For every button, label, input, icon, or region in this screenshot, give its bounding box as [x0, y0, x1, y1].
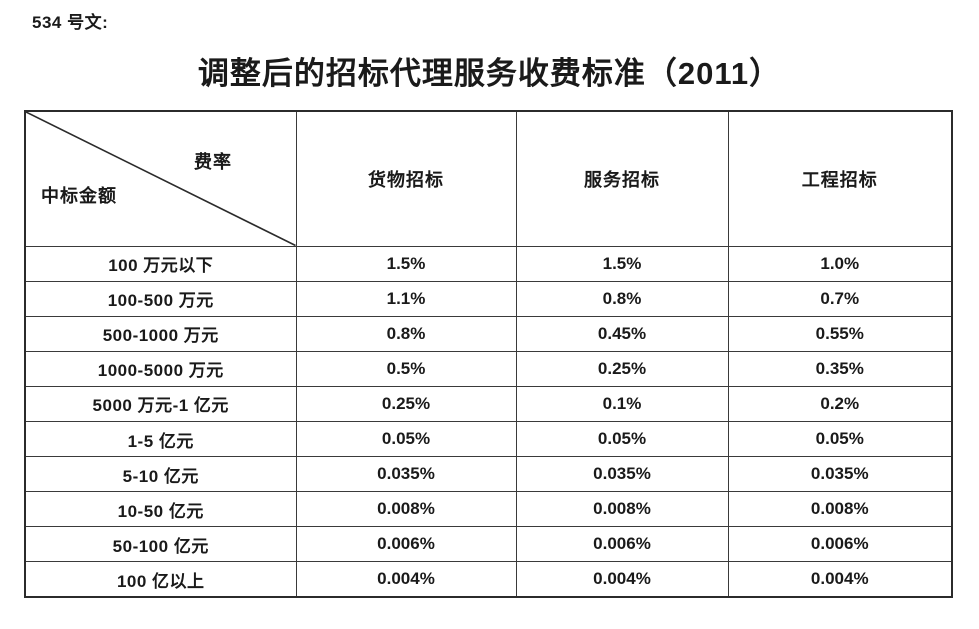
table-row: 100-500 万元 1.1% 0.8% 0.7% — [24, 280, 953, 317]
rate-cell-services: 0.1% — [515, 385, 729, 422]
rate-cell-engineering: 0.7% — [727, 280, 953, 317]
amount-range-cell: 5000 万元-1 亿元 — [24, 385, 297, 422]
doc-number-label: 534 号文: — [32, 13, 109, 32]
fee-standard-table: 费率 中标金额 货物招标 服务招标 工程招标 100 万元以下 1.5% 1.5… — [24, 110, 953, 598]
amount-range-cell: 100 万元以下 — [24, 245, 297, 282]
rate-cell-services: 0.035% — [515, 456, 729, 493]
rate-cell-services: 0.006% — [515, 526, 729, 563]
rate-cell-services: 0.8% — [515, 280, 729, 317]
table-row: 1-5 亿元 0.05% 0.05% 0.05% — [24, 420, 953, 458]
rate-cell-engineering: 0.006% — [727, 526, 953, 563]
header-row: 费率 中标金额 货物招标 服务招标 工程招标 — [24, 110, 953, 247]
table-row: 50-100 亿元 0.006% 0.006% 0.006% — [24, 526, 953, 563]
rate-cell-services: 0.25% — [515, 350, 729, 387]
amount-range-cell: 500-1000 万元 — [24, 315, 297, 352]
rate-cell-goods: 0.006% — [295, 526, 517, 563]
rate-cell-goods: 0.004% — [295, 561, 517, 598]
rate-cell-goods: 0.05% — [295, 420, 517, 458]
amount-range-cell: 5-10 亿元 — [24, 456, 297, 493]
column-header-engineering: 工程招标 — [727, 110, 953, 247]
rate-cell-engineering: 0.2% — [727, 385, 953, 422]
amount-range-cell: 100 亿以上 — [24, 561, 297, 598]
amount-range-cell: 1-5 亿元 — [24, 420, 297, 458]
rate-cell-goods: 1.5% — [295, 245, 517, 282]
corner-header-cell: 费率 中标金额 — [24, 110, 297, 247]
rate-cell-engineering: 0.035% — [727, 456, 953, 493]
amount-range-cell: 100-500 万元 — [24, 280, 297, 317]
column-header-goods: 货物招标 — [295, 110, 517, 247]
table-row: 5-10 亿元 0.035% 0.035% 0.035% — [24, 456, 953, 493]
corner-label-rate: 费率 — [194, 152, 232, 172]
rate-cell-engineering: 1.0% — [727, 245, 953, 282]
rate-cell-services: 1.5% — [515, 245, 729, 282]
rate-cell-goods: 0.5% — [295, 350, 517, 387]
diagonal-divider-line — [26, 112, 296, 246]
rate-cell-goods: 1.1% — [295, 280, 517, 317]
rate-cell-goods: 0.008% — [295, 491, 517, 528]
rate-cell-services: 0.05% — [515, 420, 729, 458]
amount-range-cell: 10-50 亿元 — [24, 491, 297, 528]
column-header-services: 服务招标 — [515, 110, 729, 247]
rate-cell-engineering: 0.35% — [727, 350, 953, 387]
rate-cell-services: 0.45% — [515, 315, 729, 352]
rate-cell-goods: 0.25% — [295, 385, 517, 422]
rate-cell-goods: 0.8% — [295, 315, 517, 352]
table-body: 100 万元以下 1.5% 1.5% 1.0% 100-500 万元 1.1% … — [24, 245, 953, 598]
rate-cell-services: 0.008% — [515, 491, 729, 528]
rate-cell-engineering: 0.004% — [727, 561, 953, 598]
rate-cell-goods: 0.035% — [295, 456, 517, 493]
table-row: 5000 万元-1 亿元 0.25% 0.1% 0.2% — [24, 385, 953, 422]
table-row: 500-1000 万元 0.8% 0.45% 0.55% — [24, 315, 953, 352]
rate-cell-services: 0.004% — [515, 561, 729, 598]
amount-range-cell: 1000-5000 万元 — [24, 350, 297, 387]
rate-cell-engineering: 0.008% — [727, 491, 953, 528]
page-title: 调整后的招标代理服务收费标准（2011） — [197, 56, 782, 91]
table-row: 100 亿以上 0.004% 0.004% 0.004% — [24, 561, 953, 598]
rate-cell-engineering: 0.05% — [727, 420, 953, 458]
rate-cell-engineering: 0.55% — [727, 315, 953, 352]
table-row: 1000-5000 万元 0.5% 0.25% 0.35% — [24, 350, 953, 387]
table-row: 100 万元以下 1.5% 1.5% 1.0% — [24, 245, 953, 282]
table-row: 10-50 亿元 0.008% 0.008% 0.008% — [24, 491, 953, 528]
corner-label-amount: 中标金额 — [41, 186, 117, 206]
amount-range-cell: 50-100 亿元 — [24, 526, 297, 563]
